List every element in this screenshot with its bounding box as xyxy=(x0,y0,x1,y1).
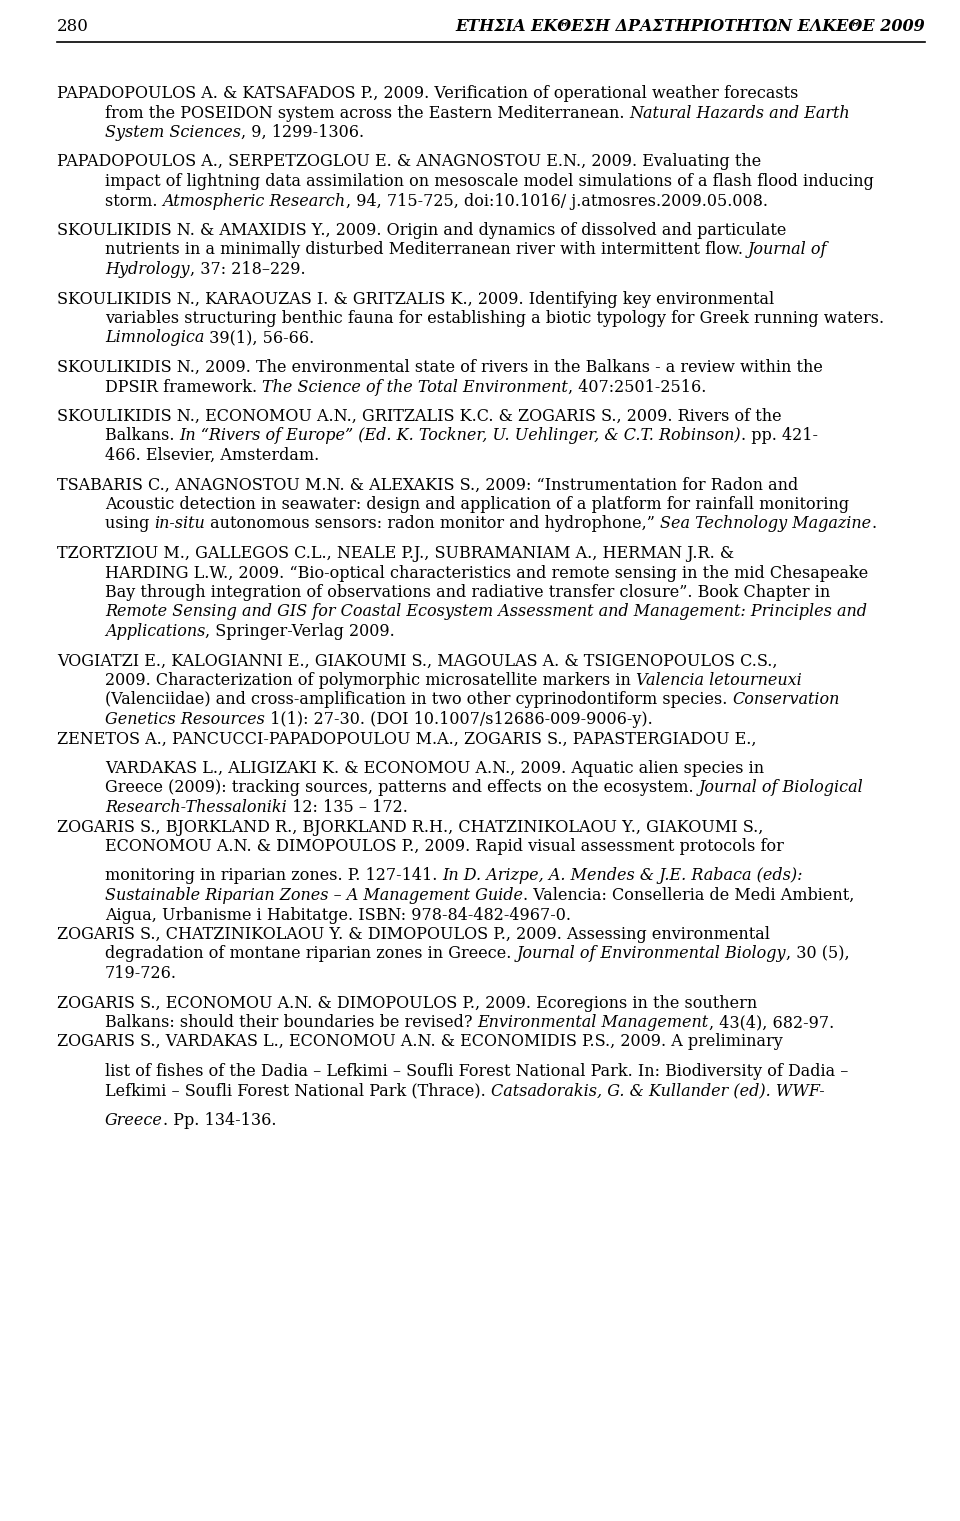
Text: TZORTZIOU M., GALLEGOS C.L., NEALE P.J., SUBRAMANIAM A., HERMAN J.R. &: TZORTZIOU M., GALLEGOS C.L., NEALE P.J.,… xyxy=(57,545,734,561)
Text: (Valenciidae) and cross-amplification in two other cyprinodontiform species.: (Valenciidae) and cross-amplification in… xyxy=(105,692,732,709)
Text: nutrients in a minimally disturbed Mediterranean river with intermittent flow.: nutrients in a minimally disturbed Medit… xyxy=(105,242,748,259)
Text: Journal of Biological: Journal of Biological xyxy=(699,779,863,797)
Text: Catsadorakis, G. & Kullander (ed). WWF-: Catsadorakis, G. & Kullander (ed). WWF- xyxy=(491,1083,825,1100)
Text: , 30 (5),: , 30 (5), xyxy=(786,946,850,963)
Text: Remote Sensing and GIS for Coastal Ecosystem Assessment and Management: Principl: Remote Sensing and GIS for Coastal Ecosy… xyxy=(105,604,867,621)
Text: , 43(4), 682-97.: , 43(4), 682-97. xyxy=(708,1015,834,1031)
Text: SKOULIKIDIS N. & AMAXIDIS Y., 2009. Origin and dynamics of dissolved and particu: SKOULIKIDIS N. & AMAXIDIS Y., 2009. Orig… xyxy=(57,222,786,239)
Text: Genetics Resources: Genetics Resources xyxy=(105,710,265,729)
Text: Sustainable Riparian Zones – A Management Guide: Sustainable Riparian Zones – A Managemen… xyxy=(105,887,523,903)
Text: using: using xyxy=(105,516,155,532)
Text: 1(1): 27-30. (DOI 10.1007/s12686-009-9006-y).: 1(1): 27-30. (DOI 10.1007/s12686-009-900… xyxy=(265,710,653,729)
Text: In “Rivers of Europe” (Ed. K. Tockner, U. Uehlinger, & C.T. Robinson): In “Rivers of Europe” (Ed. K. Tockner, U… xyxy=(180,427,741,444)
Text: DPSIR framework.: DPSIR framework. xyxy=(105,379,262,395)
Text: SKOULIKIDIS N., ECONOMOU A.N., GRITZALIS K.C. & ZOGARIS S., 2009. Rivers of the: SKOULIKIDIS N., ECONOMOU A.N., GRITZALIS… xyxy=(57,408,781,424)
Text: Applications: Applications xyxy=(105,624,205,640)
Text: . Pp. 134-136.: . Pp. 134-136. xyxy=(163,1112,276,1129)
Text: VOGIATZI E., KALOGIANNI E., GIAKOUMI S., MAGOULAS A. & TSIGENOPOULOS C.S.,: VOGIATZI E., KALOGIANNI E., GIAKOUMI S.,… xyxy=(57,653,778,669)
Text: TSABARIS C., ANAGNOSTOU M.N. & ALEXAKIS S., 2009: “Instrumentation for Radon and: TSABARIS C., ANAGNOSTOU M.N. & ALEXAKIS … xyxy=(57,476,799,493)
Text: Balkans: should their boundaries be revised?: Balkans: should their boundaries be revi… xyxy=(105,1015,478,1031)
Text: ZOGARIS S., VARDAKAS L., ECONOMOU A.N. & ECONOMIDIS P.S., 2009. A preliminary: ZOGARIS S., VARDAKAS L., ECONOMOU A.N. &… xyxy=(57,1033,782,1051)
Text: ZOGARIS S., BJORKLAND R., BJORKLAND R.H., CHATZINIKOLAOU Y., GIAKOUMI S.,: ZOGARIS S., BJORKLAND R., BJORKLAND R.H.… xyxy=(57,818,763,835)
Text: ECONOMOU A.N. & DIMOPOULOS P., 2009. Rapid visual assessment protocols for: ECONOMOU A.N. & DIMOPOULOS P., 2009. Rap… xyxy=(105,838,784,855)
Text: In D. Arizpe, A. Mendes & J.E. Rabaca (eds):: In D. Arizpe, A. Mendes & J.E. Rabaca (e… xyxy=(443,867,803,885)
Text: Valencia letourneuxi: Valencia letourneuxi xyxy=(636,672,802,689)
Text: Aigua, Urbanisme i Habitatge. ISBN: 978-84-482-4967-0.: Aigua, Urbanisme i Habitatge. ISBN: 978-… xyxy=(105,907,571,923)
Text: 12: 135 – 172.: 12: 135 – 172. xyxy=(287,799,408,815)
Text: The Science of the Total Environment: The Science of the Total Environment xyxy=(262,379,568,395)
Text: ZOGARIS S., CHATZINIKOLAOU Y. & DIMOPOULOS P., 2009. Assessing environmental: ZOGARIS S., CHATZINIKOLAOU Y. & DIMOPOUL… xyxy=(57,926,770,943)
Text: , 94, 715-725, doi:10.1016/ j.atmosres.2009.05.008.: , 94, 715-725, doi:10.1016/ j.atmosres.2… xyxy=(346,193,768,210)
Text: 466. Elsevier, Amsterdam.: 466. Elsevier, Amsterdam. xyxy=(105,447,320,464)
Text: Balkans.: Balkans. xyxy=(105,427,180,444)
Text: VARDAKAS L., ALIGIZAKI K. & ECONOMOU A.N., 2009. Aquatic alien species in: VARDAKAS L., ALIGIZAKI K. & ECONOMOU A.N… xyxy=(105,760,764,777)
Text: 719-726.: 719-726. xyxy=(105,964,177,983)
Text: , 407:2501-2516.: , 407:2501-2516. xyxy=(568,379,707,395)
Text: ZOGARIS S., ECONOMOU A.N. & DIMOPOULOS P., 2009. Ecoregions in the southern: ZOGARIS S., ECONOMOU A.N. & DIMOPOULOS P… xyxy=(57,995,757,1011)
Text: , 37: 218–229.: , 37: 218–229. xyxy=(189,262,305,278)
Text: . Valencia: Conselleria de Medi Ambient,: . Valencia: Conselleria de Medi Ambient, xyxy=(523,887,854,903)
Text: , Springer-Verlag 2009.: , Springer-Verlag 2009. xyxy=(205,624,396,640)
Text: 2009. Characterization of polymorphic microsatellite markers in: 2009. Characterization of polymorphic mi… xyxy=(105,672,636,689)
Text: Greece (2009): tracking sources, patterns and effects on the ecosystem.: Greece (2009): tracking sources, pattern… xyxy=(105,779,699,797)
Text: variables structuring benthic fauna for establishing a biotic typology for Greek: variables structuring benthic fauna for … xyxy=(105,310,884,327)
Text: ΕΤΗΣΙΑ ΕΚΘΕΣΗ ΔΡΑΣΤΗΡΙΟΤΗΤΩΝ ΕΛΚΕΘΕ 2009: ΕΤΗΣΙΑ ΕΚΘΕΣΗ ΔΡΑΣΤΗΡΙΟΤΗΤΩΝ ΕΛΚΕΘΕ 2009 xyxy=(455,18,925,35)
Text: 280: 280 xyxy=(57,18,89,35)
Text: SKOULIKIDIS N., 2009. The environmental state of rivers in the Balkans - a revie: SKOULIKIDIS N., 2009. The environmental … xyxy=(57,359,823,376)
Text: Lefkimi – Soufli Forest National Park (Thrace).: Lefkimi – Soufli Forest National Park (T… xyxy=(105,1083,491,1100)
Text: HARDING L.W., 2009. “Bio-optical characteristics and remote sensing in the mid C: HARDING L.W., 2009. “Bio-optical charact… xyxy=(105,564,868,581)
Text: PAPADOPOULOS A. & KATSAFADOS P., 2009. Verification of operational weather forec: PAPADOPOULOS A. & KATSAFADOS P., 2009. V… xyxy=(57,85,799,102)
Text: . pp. 421-: . pp. 421- xyxy=(741,427,818,444)
Text: Atmospheric Research: Atmospheric Research xyxy=(162,193,346,210)
Text: ZENETOS A., PANCUCCI-PAPADOPOULOU M.A., ZOGARIS S., PAPASTERGIADOU E.,: ZENETOS A., PANCUCCI-PAPADOPOULOU M.A., … xyxy=(57,730,756,747)
Text: Journal of Environmental Biology: Journal of Environmental Biology xyxy=(516,946,786,963)
Text: storm.: storm. xyxy=(105,193,162,210)
Text: Environmental Management: Environmental Management xyxy=(478,1015,708,1031)
Text: list of fishes of the Dadia – Lefkimi – Soufli Forest National Park. In: Biodive: list of fishes of the Dadia – Lefkimi – … xyxy=(105,1063,849,1080)
Text: Natural Hazards and Earth: Natural Hazards and Earth xyxy=(630,105,851,122)
Text: PAPADOPOULOS A., SERPETZOGLOU E. & ANAGNOSTOU E.N., 2009. Evaluating the: PAPADOPOULOS A., SERPETZOGLOU E. & ANAGN… xyxy=(57,154,761,170)
Text: , 9, 1299-1306.: , 9, 1299-1306. xyxy=(241,125,364,141)
Text: Limnologica: Limnologica xyxy=(105,330,204,347)
Text: Greece: Greece xyxy=(105,1112,163,1129)
Text: SKOULIKIDIS N., KARAOUZAS I. & GRITZALIS K., 2009. Identifying key environmental: SKOULIKIDIS N., KARAOUZAS I. & GRITZALIS… xyxy=(57,291,775,307)
Text: Sea Technology Magazine: Sea Technology Magazine xyxy=(660,516,872,532)
Text: Hydrology: Hydrology xyxy=(105,262,189,278)
Text: monitoring in riparian zones. P. 127-141.: monitoring in riparian zones. P. 127-141… xyxy=(105,867,443,885)
Text: in-situ: in-situ xyxy=(155,516,205,532)
Text: autonomous sensors: radon monitor and hydrophone,”: autonomous sensors: radon monitor and hy… xyxy=(205,516,660,532)
Text: .: . xyxy=(872,516,876,532)
Text: Research-Thessaloniki: Research-Thessaloniki xyxy=(105,799,287,815)
Text: System Sciences: System Sciences xyxy=(105,125,241,141)
Text: degradation of montane riparian zones in Greece.: degradation of montane riparian zones in… xyxy=(105,946,516,963)
Text: Journal of: Journal of xyxy=(748,242,828,259)
Text: from the POSEIDON system across the Eastern Mediterranean.: from the POSEIDON system across the East… xyxy=(105,105,630,122)
Text: impact of lightning data assimilation on mesoscale model simulations of a flash : impact of lightning data assimilation on… xyxy=(105,173,874,190)
Text: 39(1), 56-66.: 39(1), 56-66. xyxy=(204,330,315,347)
Text: Conservation: Conservation xyxy=(732,692,840,709)
Text: Acoustic detection in seawater: design and application of a platform for rainfal: Acoustic detection in seawater: design a… xyxy=(105,496,850,513)
Text: Bay through integration of observations and radiative transfer closure”. Book Ch: Bay through integration of observations … xyxy=(105,584,830,601)
